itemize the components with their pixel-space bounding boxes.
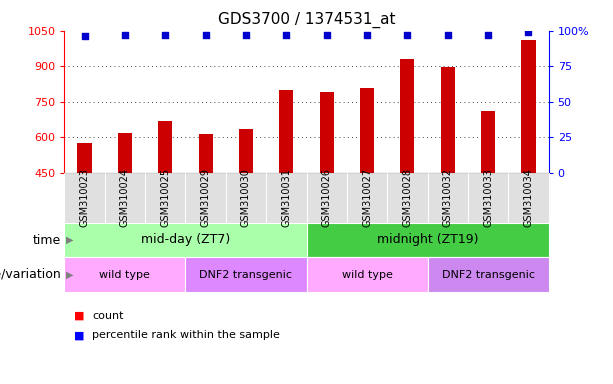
Text: GSM310028: GSM310028 [402,168,413,227]
Text: GDS3700 / 1374531_at: GDS3700 / 1374531_at [218,12,395,28]
Point [443,32,452,38]
Text: GSM310026: GSM310026 [322,168,332,227]
Bar [360,88,374,173]
Text: genotype/variation: genotype/variation [0,268,61,281]
Point [241,32,251,38]
Point [200,32,210,38]
Text: GSM310031: GSM310031 [281,168,291,227]
Point [403,32,413,38]
Point [161,32,170,38]
Text: DNF2 transgenic: DNF2 transgenic [199,270,292,280]
Bar [239,129,253,173]
Text: GSM310033: GSM310033 [483,168,493,227]
Text: wild type: wild type [99,270,150,280]
Point [322,32,332,38]
Text: wild type: wild type [341,270,392,280]
Point [524,29,533,35]
Text: count: count [92,311,123,321]
Text: GSM310030: GSM310030 [241,168,251,227]
Text: GSM310027: GSM310027 [362,168,372,227]
Bar [280,90,294,173]
Point [80,33,89,40]
Bar [199,134,213,173]
Point [483,32,493,38]
Bar [118,132,132,173]
Bar [400,59,414,173]
Text: time: time [33,233,61,247]
Text: mid-day (ZT7): mid-day (ZT7) [141,233,230,247]
Point [281,32,291,38]
Point [362,32,372,38]
Text: GSM310032: GSM310032 [443,168,453,227]
Text: DNF2 transgenic: DNF2 transgenic [441,270,535,280]
Text: ▶: ▶ [66,270,73,280]
Text: GSM310025: GSM310025 [160,168,170,227]
Text: percentile rank within the sample: percentile rank within the sample [92,330,280,340]
Text: ■: ■ [74,311,84,321]
Bar [441,68,455,173]
Text: midnight (ZT19): midnight (ZT19) [377,233,478,247]
Bar [481,111,495,173]
Text: GSM310029: GSM310029 [200,168,211,227]
Text: ■: ■ [74,330,84,340]
Bar [319,92,333,173]
Text: GSM310023: GSM310023 [80,168,89,227]
Bar [77,143,91,173]
Text: GSM310034: GSM310034 [524,168,533,227]
Bar [158,121,172,173]
Bar [522,40,536,173]
Point [120,32,130,38]
Text: ▶: ▶ [66,235,73,245]
Text: GSM310024: GSM310024 [120,168,130,227]
